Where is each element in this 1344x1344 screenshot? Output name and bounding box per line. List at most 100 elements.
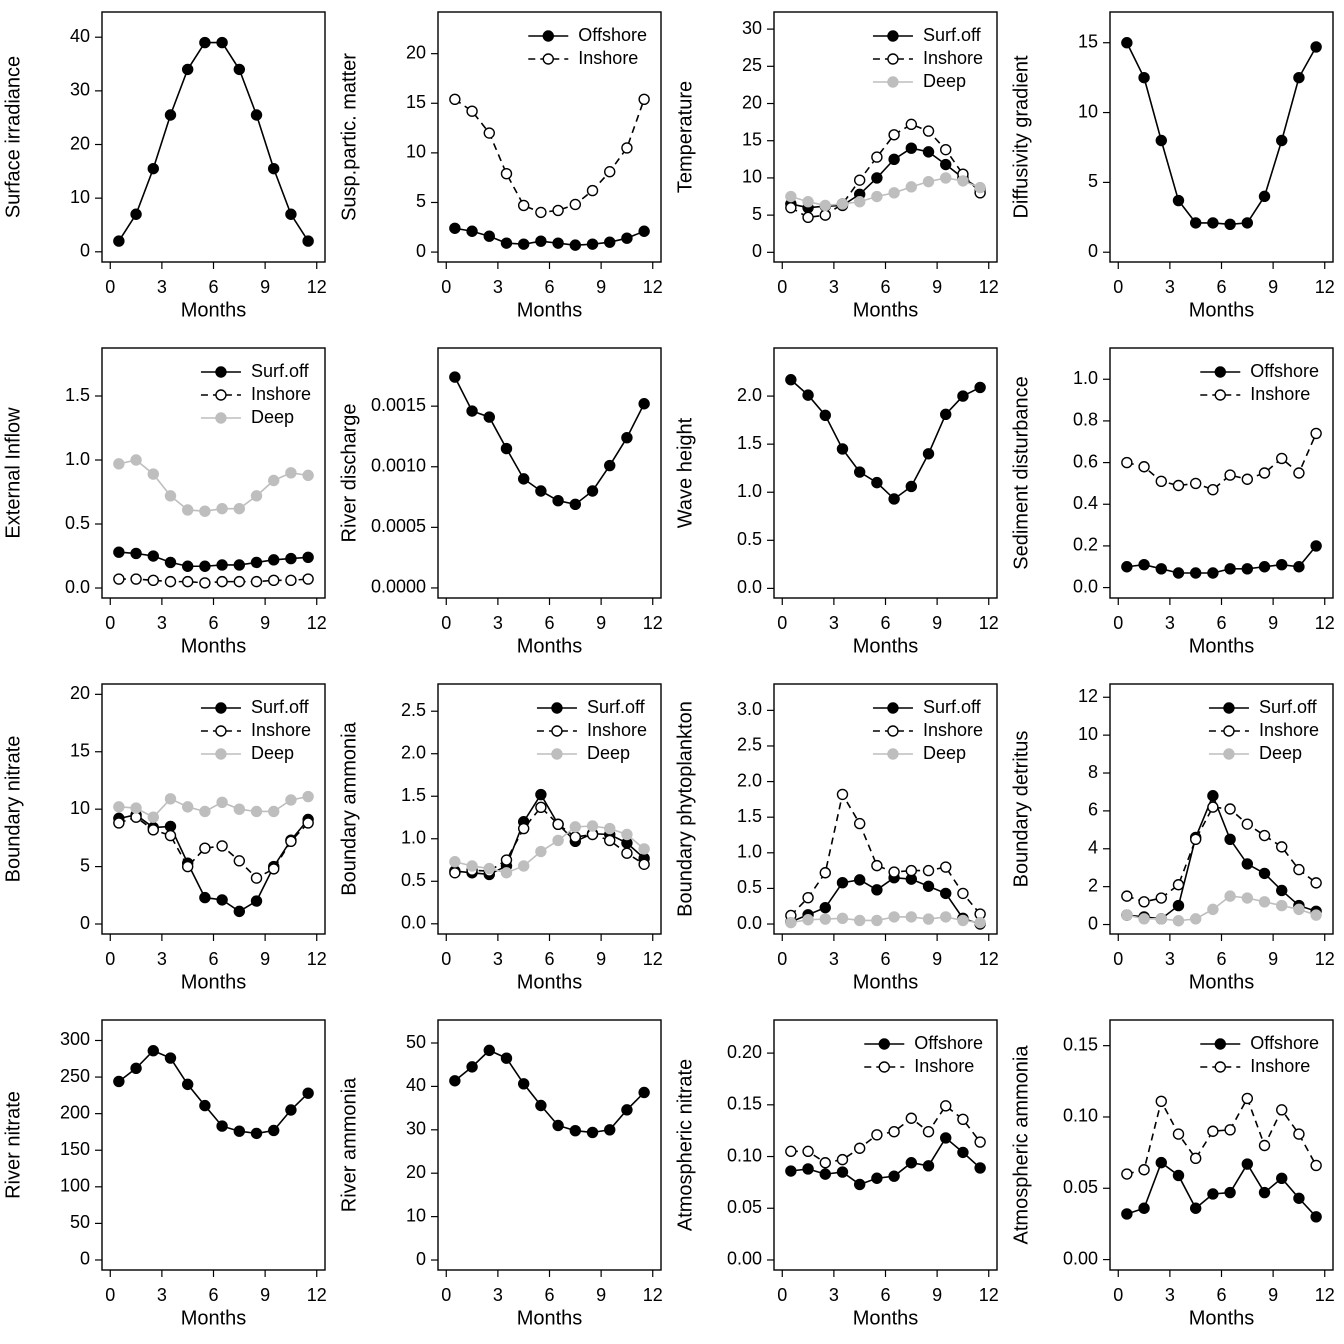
y-tick-label: 0: [416, 1249, 426, 1269]
y-tick-label: 0.0: [737, 913, 762, 933]
data-point: [871, 884, 883, 896]
data-point: [216, 559, 228, 571]
data-point: [569, 821, 582, 833]
data-point: [853, 466, 866, 478]
data-point: [1241, 563, 1254, 575]
series-line: [454, 825, 645, 874]
data-point: [1293, 71, 1305, 84]
data-point: [449, 222, 461, 234]
data-point: [1310, 877, 1322, 889]
series-line: [118, 795, 309, 819]
data-point: [638, 858, 650, 870]
y-tick-label: 10: [742, 167, 762, 187]
x-tick-label: 3: [829, 949, 839, 969]
data-point: [853, 914, 866, 927]
legend-label: Offshore: [578, 25, 647, 45]
data-point: [853, 874, 866, 886]
x-tick-label: 9: [1268, 277, 1278, 297]
x-tick-label: 6: [880, 277, 890, 297]
data-point: [250, 895, 263, 907]
data-point: [302, 469, 314, 482]
legend-marker: [1214, 1061, 1226, 1073]
legend-marker: [887, 702, 899, 714]
data-point: [836, 443, 849, 455]
x-tick-label: 3: [493, 277, 503, 297]
data-point: [181, 575, 194, 588]
y-tick-label: 12: [1078, 686, 1098, 706]
y-tick-label: 4: [1088, 838, 1098, 858]
legend-label: Surf.off: [251, 361, 310, 381]
data-point: [1138, 461, 1150, 473]
x-tick-label: 0: [1113, 613, 1123, 633]
x-tick-label: 0: [1113, 949, 1123, 969]
legend-marker: [551, 702, 563, 714]
data-point: [1207, 903, 1219, 916]
data-point: [922, 1160, 935, 1172]
x-tick-label: 0: [441, 1285, 451, 1305]
data-point: [147, 811, 159, 823]
x-tick-label: 12: [979, 1285, 999, 1305]
y-tick-label: 1.0: [65, 449, 90, 469]
x-tick-label: 0: [441, 277, 451, 297]
data-point: [836, 877, 849, 889]
data-point: [233, 803, 246, 815]
data-point: [1258, 190, 1271, 203]
x-tick-label: 3: [157, 949, 167, 969]
data-point: [285, 552, 297, 565]
data-point: [853, 196, 866, 208]
legend-label: Surf.off: [923, 25, 982, 45]
data-point: [147, 824, 159, 836]
series-line: [118, 814, 309, 913]
data-point: [181, 801, 194, 813]
data-point: [130, 1062, 142, 1074]
x-tick-label: 9: [1268, 949, 1278, 969]
x-tick-label: 3: [157, 1285, 167, 1305]
y-axis-label: Boundary phytoplankton: [674, 701, 696, 917]
y-tick-label: 150: [60, 1139, 90, 1159]
series-line: [1126, 1096, 1317, 1175]
data-point: [483, 127, 495, 139]
y-tick-label: 0.5: [401, 870, 426, 890]
data-point: [638, 1086, 650, 1099]
data-point: [164, 556, 177, 569]
data-point: [1293, 467, 1305, 479]
data-point: [181, 504, 194, 516]
data-point: [250, 1127, 263, 1140]
data-point: [1207, 217, 1219, 229]
y-tick-label: 0.2: [1073, 535, 1098, 555]
data-point: [1293, 1128, 1305, 1140]
x-tick-label: 6: [544, 949, 554, 969]
data-point: [285, 467, 297, 479]
plot-frame: [437, 1019, 662, 1271]
legend-label: Deep: [923, 71, 966, 91]
y-tick-label: 40: [406, 1075, 426, 1095]
data-point: [250, 575, 263, 588]
x-axis-label: Months: [853, 971, 919, 993]
legend-label: Inshore: [251, 720, 311, 740]
x-tick-label: 12: [979, 949, 999, 969]
y-axis-label: Boundary nitrate: [2, 736, 24, 883]
y-tick-label: 0.0000: [371, 577, 426, 597]
legend-marker: [1223, 725, 1235, 737]
data-point: [181, 1078, 194, 1091]
data-point: [1138, 558, 1150, 571]
series-line: [454, 792, 645, 876]
data-point: [1172, 915, 1185, 927]
data-point: [1121, 909, 1133, 921]
data-point: [802, 1145, 814, 1158]
data-point: [974, 1136, 986, 1148]
x-tick-label: 3: [493, 1285, 503, 1305]
y-tick-label: 0.0015: [371, 395, 426, 415]
data-point: [940, 172, 952, 184]
legend-marker: [887, 76, 899, 88]
legend-marker: [878, 1038, 890, 1050]
y-tick-label: 0.05: [1063, 1177, 1098, 1197]
y-axis-label: Temperature: [674, 81, 696, 193]
data-point: [164, 829, 177, 842]
data-point: [181, 860, 194, 873]
y-axis-label: Boundary detritus: [1010, 731, 1032, 888]
data-point: [302, 817, 314, 829]
x-tick-label: 0: [777, 1285, 787, 1305]
data-point: [268, 574, 280, 587]
data-point: [785, 916, 797, 929]
